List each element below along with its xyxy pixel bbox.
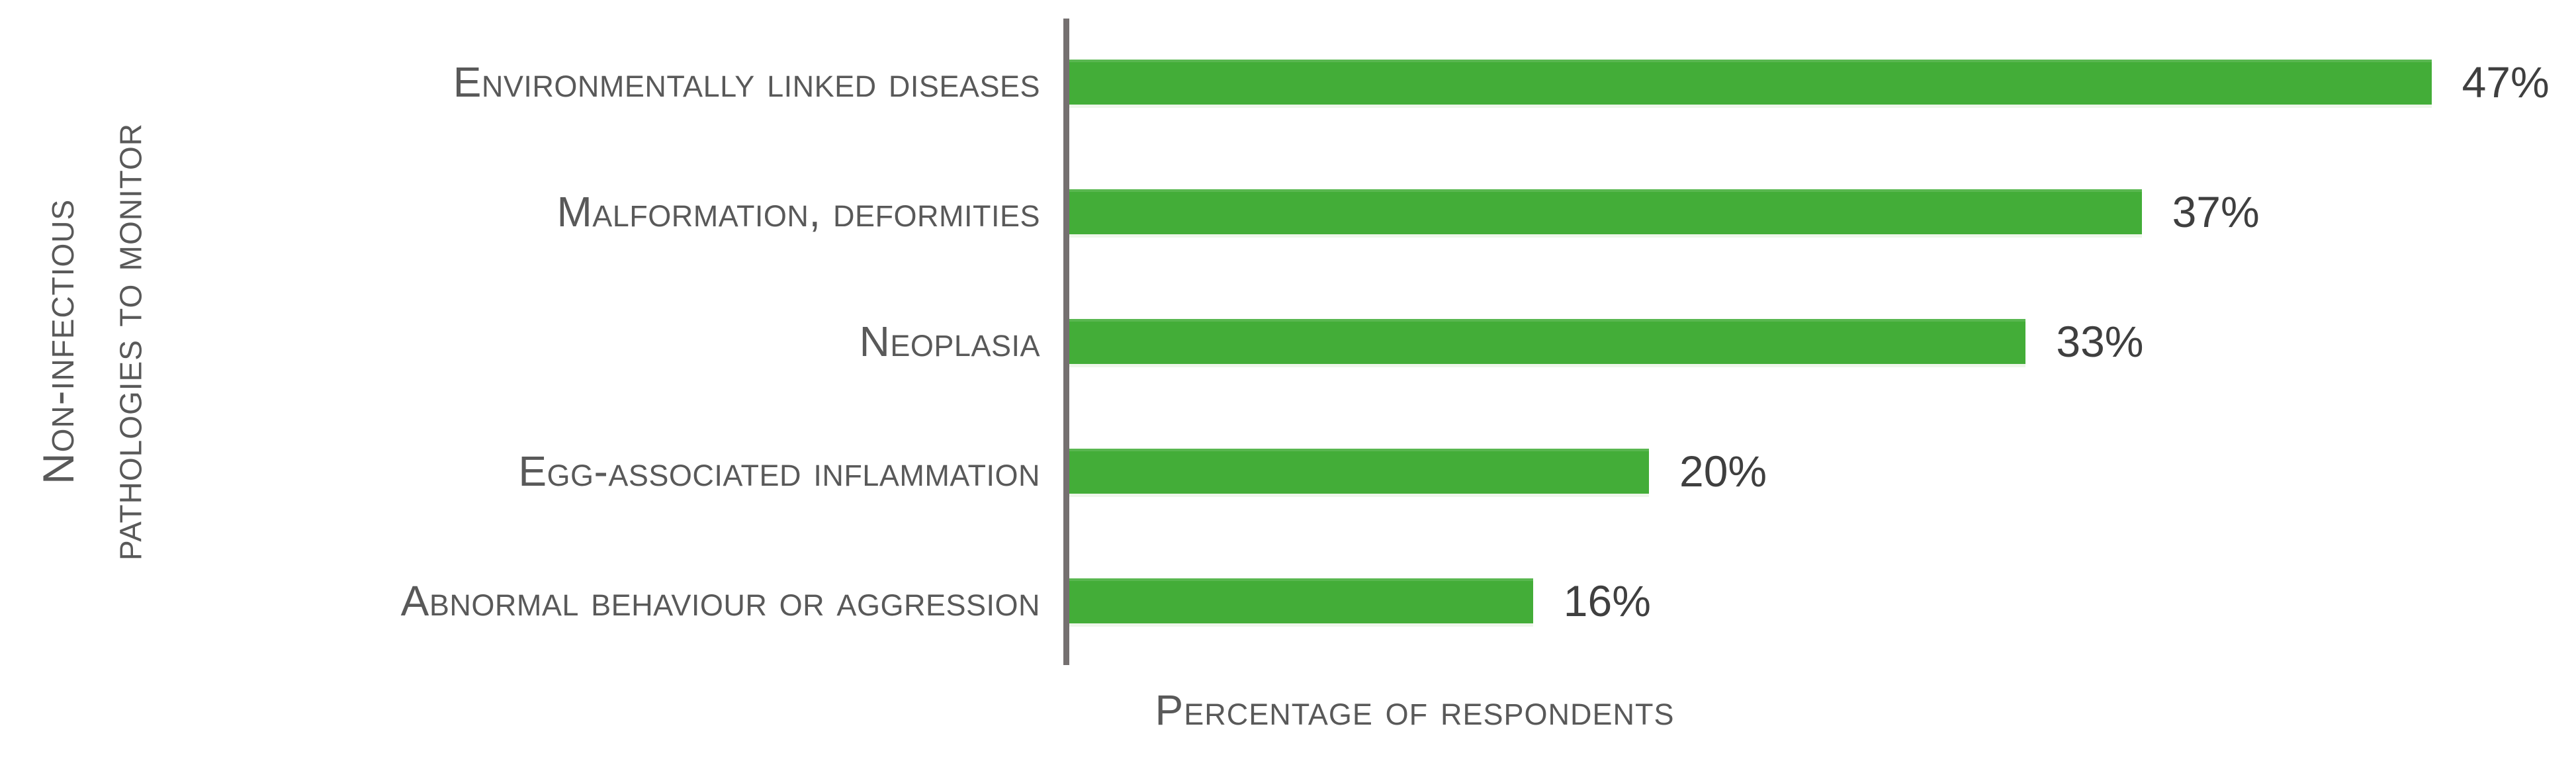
chart-row: Malformation, deformities 37%: [0, 147, 2576, 277]
y-axis-line: [1063, 19, 1069, 665]
bar: [1069, 449, 1649, 494]
value-label: 16%: [1563, 576, 1651, 625]
chart-row: Environmentally linked diseases 47%: [0, 17, 2576, 147]
value-label: 33%: [2056, 317, 2144, 366]
x-axis-title: Percentage of respondents: [1155, 686, 1675, 734]
category-label: Neoplasia: [859, 318, 1040, 365]
plot-area: Environmentally linked diseases 47% Malfor…: [0, 17, 2576, 666]
chart-row: Abnormal behaviour or aggression 16%: [0, 536, 2576, 666]
category-label: Abnormal behaviour or aggression: [400, 577, 1040, 625]
value-label: 37%: [2172, 187, 2260, 236]
chart-row: Neoplasia 33%: [0, 277, 2576, 406]
category-label: Environmentally linked diseases: [453, 58, 1040, 106]
bar: [1069, 319, 2026, 364]
bar: [1069, 60, 2432, 105]
bar: [1069, 189, 2142, 234]
category-label: Egg-associated inflammation: [518, 447, 1040, 495]
chart-row: Egg-associated inflammation 20%: [0, 406, 2576, 536]
category-label: Malformation, deformities: [556, 188, 1040, 236]
value-label: 20%: [1679, 447, 1767, 496]
value-label: 47%: [2462, 58, 2550, 107]
bar: [1069, 578, 1533, 623]
